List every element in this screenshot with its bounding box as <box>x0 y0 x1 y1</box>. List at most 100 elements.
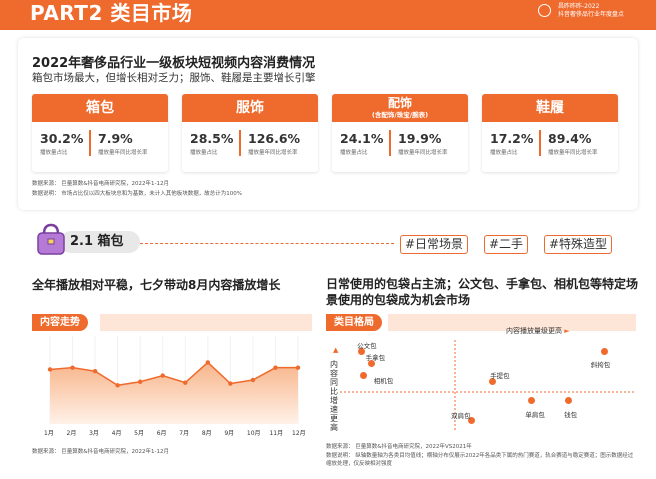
category-card-apparel: 服饰 28.5% 播放量占比 126.6% 播放量年同比增长率 <box>182 94 318 172</box>
metric-divider <box>89 130 91 156</box>
landscape-box-label: 类目格局 <box>326 314 382 331</box>
category-card-header: 箱包 <box>32 94 168 122</box>
month-label: 7月 <box>179 430 190 437</box>
share-value: 24.1% <box>340 131 384 146</box>
trend-point <box>205 360 211 365</box>
trend-point <box>183 380 188 385</box>
landscape-heading: 日常使用的包袋占主流；公文包、手拿包、相机包等特定场景使用的包袋成为机会市场 <box>326 277 639 307</box>
trend-point <box>137 379 143 384</box>
trend-chart <box>34 332 314 437</box>
growth-value: 89.4% <box>548 131 592 146</box>
growth-value: 126.6% <box>248 131 301 146</box>
share-metric: 24.1% 播放量占比 <box>340 131 383 156</box>
growth-label: 播放量年同比增长率 <box>248 150 298 156</box>
growth-label: 播放量年同比增长率 <box>548 150 598 156</box>
bag-label: 手提包 <box>490 372 510 381</box>
tag-connector <box>140 243 394 244</box>
trend-heading: 全年播放相对平稳，七夕带动8月内容播放增长 <box>32 278 281 292</box>
x-axis-label: 内容播放量级更高 ► <box>506 326 570 336</box>
bag-label: 手拿包 <box>365 354 386 363</box>
trend-line <box>49 361 298 387</box>
growth-metric: 7.9% 播放量年同比增长率 <box>98 131 148 156</box>
month-label: 1月 <box>44 430 54 437</box>
overview-note: 数据说明： 市场占比仅以四大板块总和为基数，未计入其他板块数据，故总计为100% <box>32 191 242 197</box>
trend-point <box>70 365 75 370</box>
overview-subtitle: 箱包市场最大，但增长相对乏力；服饰、鞋履是主要增长引擎 <box>32 72 316 84</box>
bag-label: 相机包 <box>373 376 394 385</box>
month-label: 5月 <box>134 430 144 437</box>
share-metric: 17.2% 播放量占比 <box>490 131 533 156</box>
category-note: (含配饰/珠宝/腕表) <box>371 111 429 119</box>
arrow-up-icon: ▲ <box>333 346 339 354</box>
trend-point <box>273 365 278 370</box>
landscape-note: 数据说明： 纵轴数量轴为各类目均值线；横轴分布仅展示2022年各品类下属的热门赛… <box>326 453 634 467</box>
metric-divider <box>239 130 241 156</box>
bag-point <box>467 416 475 424</box>
share-label: 播放量占比 <box>190 150 218 156</box>
trend-area-fill <box>50 362 298 424</box>
metric-divider <box>389 130 391 156</box>
month-label: 9月 <box>224 430 235 437</box>
category-name: 服饰 <box>236 100 264 116</box>
share-metric: 28.5% 播放量占比 <box>190 131 233 156</box>
category-card-header: 配饰 (含配饰/珠宝/腕表) <box>332 94 468 122</box>
category-card-header: 服饰 <box>182 94 318 122</box>
growth-value: 7.9% <box>98 131 133 146</box>
growth-value: 19.9% <box>398 131 442 146</box>
month-label: 11月 <box>269 430 284 437</box>
brand-line: 昌昨昨昨-2022 <box>558 3 600 10</box>
brand-subtitle: 抖音奢侈品行业年度盘点 <box>558 11 625 18</box>
tag-secondhand: #二手 <box>484 235 529 254</box>
month-label: 12月 <box>292 430 306 437</box>
category-card-header: 鞋履 <box>482 94 618 122</box>
trend-point <box>295 365 301 370</box>
category-name: 配饰 <box>387 96 412 110</box>
share-label: 播放量占比 <box>340 150 368 156</box>
trend-source: 数据来源： 巨量算数&抖音电商研究院，2022年1-12月 <box>32 449 170 455</box>
bag-label: 钱包 <box>564 410 578 419</box>
overview-panel: 2022年奢侈品行业一级板块短视频内容消费情况 箱包市场最大，但增长相对乏力；服… <box>18 38 638 210</box>
landscape-quadrant <box>340 340 636 430</box>
category-card-bags: 箱包 30.2% 播放量占比 7.9% 播放量年同比增长率 <box>32 94 168 172</box>
share-value: 28.5% <box>190 131 234 146</box>
month-label: 8月 <box>201 430 212 437</box>
bag-point <box>360 372 368 380</box>
bag-point <box>368 359 376 367</box>
bag-label: 单肩包 <box>525 410 545 419</box>
growth-metric: 19.9% 播放量年同比增长率 <box>398 131 448 156</box>
tag-daily: #日常场景 <box>400 235 469 254</box>
growth-label: 播放量年同比增长率 <box>98 150 148 156</box>
page-title: PART2 类目市场 <box>30 1 193 25</box>
section-title: 2.1 箱包 <box>70 234 124 249</box>
category-name: 鞋履 <box>536 100 564 116</box>
category-card-shoes: 鞋履 17.2% 播放量占比 89.4% 播放量年同比增长率 <box>482 94 618 172</box>
share-metric: 30.2% 播放量占比 <box>40 131 83 156</box>
handbag-icon <box>37 223 65 255</box>
tag-special-shape: #特殊造型 <box>544 235 613 254</box>
arrow-right-icon: ► <box>564 327 570 335</box>
month-label: 4月 <box>111 430 122 437</box>
bag-label: 公文包 <box>357 342 377 351</box>
month-label: 2月 <box>66 430 77 437</box>
month-label: 10月 <box>246 430 261 437</box>
trend-point <box>160 373 165 378</box>
bag-point <box>564 397 572 405</box>
overview-source: 数据来源： 巨量算数&抖音电商研究院，2022年1-12月 <box>32 181 170 187</box>
growth-metric: 126.6% 播放量年同比增长率 <box>248 131 300 156</box>
category-card-accessories: 配饰 (含配饰/珠宝/腕表) 24.1% 播放量占比 19.9% 播放量年同比增… <box>332 94 468 172</box>
share-label: 播放量占比 <box>490 150 518 156</box>
metric-divider <box>539 130 541 156</box>
overview-title: 2022年奢侈品行业一级板块短视频内容消费情况 <box>32 56 316 71</box>
landscape-source: 数据来源： 巨量算数&抖音电商研究院，2022年VS2021年 <box>326 444 472 450</box>
growth-metric: 89.4% 播放量年同比增长率 <box>548 131 598 156</box>
share-label: 播放量占比 <box>40 150 68 156</box>
landscape-box-bar <box>388 314 636 331</box>
category-name: 箱包 <box>86 100 114 116</box>
bag-point <box>601 347 609 355</box>
header-bar: PART2 类目市场 昌昨昨昨-2022 抖音奢侈品行业年度盘点 <box>0 0 656 30</box>
bag-point <box>488 377 496 385</box>
y-axis-label: 内容同比增速更高 <box>330 360 338 432</box>
brand-logo-icon <box>538 4 551 17</box>
month-label: 3月 <box>89 430 99 437</box>
trend-box-label: 内容走势 <box>32 314 88 331</box>
